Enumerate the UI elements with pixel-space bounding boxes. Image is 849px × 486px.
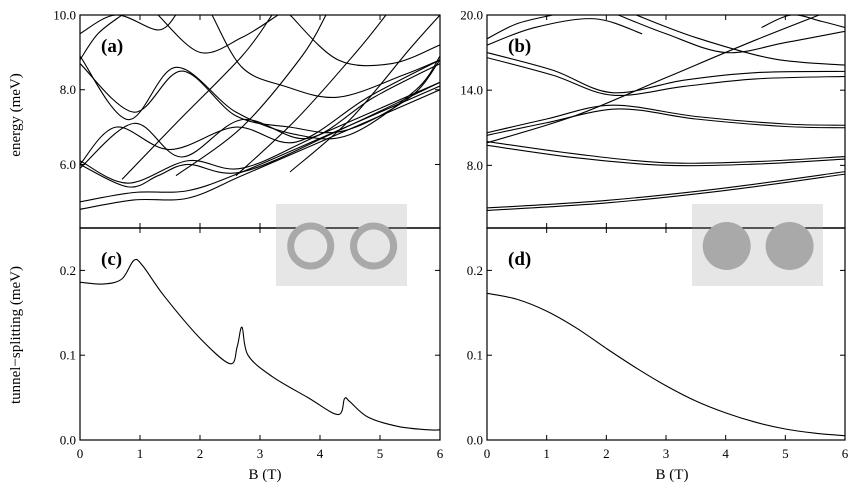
inset-background-c <box>276 204 407 286</box>
series-line-b-5 <box>487 104 845 134</box>
x-tick-label-c-0: 0 <box>77 446 84 461</box>
y-axis-label-top: energy (meV) <box>8 73 24 156</box>
series-line-b-11 <box>618 15 845 54</box>
disk-shape-1 <box>702 222 751 270</box>
x-tick-label-d-3: 3 <box>663 446 670 461</box>
series-line-b-3 <box>487 141 845 164</box>
series-group-c <box>80 258 440 431</box>
disk-shape-2 <box>765 222 814 270</box>
x-tick-label-d-0: 0 <box>484 446 491 461</box>
y-tick-label-b-1: 14.0 <box>460 83 483 98</box>
series-line-a-16 <box>289 15 440 67</box>
panel-a: 6.0 8.0 10.0 (a) <box>53 8 441 229</box>
y-tick-label-c-2: 0.2 <box>60 263 76 278</box>
series-line-b-1 <box>487 171 845 209</box>
x-tick-label-c-1: 1 <box>137 446 144 461</box>
inset-c <box>80 204 440 286</box>
panel-label-b: (b) <box>508 36 531 57</box>
series-group-d <box>487 292 845 437</box>
ring-shape-2 <box>350 222 398 270</box>
panel-label-a: (a) <box>101 36 123 57</box>
series-line-a-9 <box>80 15 123 61</box>
panel-b: 8.0 14.0 20.0 (b) <box>460 8 846 229</box>
series-group-b <box>487 15 845 212</box>
series-line-b-2 <box>487 144 845 167</box>
inset-d <box>487 204 845 286</box>
x-tick-label-d-6: 6 <box>842 446 849 461</box>
series-line-a-0 <box>80 89 440 210</box>
y-tick-label-b-0: 8.0 <box>467 158 483 173</box>
panel-c: 0 1 2 3 4 5 6 0.0 0.1 0.2 (c) <box>60 204 444 461</box>
series-line-b-12 <box>635 15 845 66</box>
series-line-a-1 <box>80 85 440 203</box>
series-line-a-4 <box>80 59 440 134</box>
plot-frame-a <box>79 14 441 229</box>
series-line-a-6 <box>80 59 440 165</box>
series-line-b-6 <box>487 57 845 97</box>
series-line-b-13 <box>761 15 845 29</box>
panels: 6.08.010.0(a)8.014.020.0(b)0 1 2 3 4 5 60.00.1… <box>53 8 849 462</box>
x-axis-label-right: B (T) <box>656 467 689 483</box>
x-tick-label-d-4: 4 <box>722 446 729 461</box>
series-line-a-8 <box>80 15 177 35</box>
series-line-a-10 <box>121 15 273 180</box>
series-line-a-12 <box>235 15 387 177</box>
x-tick-label-c-2: 2 <box>197 446 204 461</box>
y-tick-label-b-2: 20.0 <box>460 8 483 23</box>
x-tick-label-c-3: 3 <box>257 446 264 461</box>
y-tick-label-a-1: 8.0 <box>60 82 76 97</box>
y-tick-label-a-2: 10.0 <box>53 8 76 23</box>
plot-frame-b <box>486 14 846 229</box>
panel-label-d: (d) <box>508 249 531 270</box>
series-line-a-2 <box>80 81 440 188</box>
ring-shape-1 <box>287 222 335 270</box>
panel-label-c: (c) <box>101 249 122 270</box>
y-tick-label-d-1: 0.1 <box>467 348 483 363</box>
series-line-a-7 <box>80 63 440 169</box>
series-line-a-15 <box>157 15 279 54</box>
series-line-b-9 <box>487 15 553 40</box>
series-line-a-13 <box>289 15 440 173</box>
series-line-a-14 <box>211 15 440 99</box>
series-line-b-0 <box>487 173 845 212</box>
x-tick-label-d-2: 2 <box>603 446 610 461</box>
y-tick-label-c-0: 0.0 <box>60 433 76 448</box>
x-axis-label-left: B (T) <box>249 467 282 483</box>
x-tick-label-c-6: 6 <box>437 446 444 461</box>
series-line-a-11 <box>175 15 327 177</box>
y-tick-label-d-2: 0.2 <box>467 263 483 278</box>
panel-d: 0 1 2 3 4 5 6 0.0 0.1 0.2 (d) <box>467 204 849 461</box>
x-tick-label-c-4: 4 <box>317 446 324 461</box>
series-line-b-10 <box>487 15 821 144</box>
x-tick-label-d-5: 5 <box>782 446 789 461</box>
x-tick-label-d-1: 1 <box>543 446 550 461</box>
series-line-c-0 <box>80 258 440 431</box>
series-line-b-7 <box>487 52 845 94</box>
series-group-a <box>80 15 440 210</box>
x-tick-label-c-5: 5 <box>377 446 384 461</box>
y-tick-label-d-0: 0.0 <box>467 433 483 448</box>
series-line-a-3 <box>80 81 440 184</box>
series-line-a-5 <box>80 55 440 140</box>
y-tick-label-a-0: 6.0 <box>60 157 76 172</box>
series-line-b-8 <box>487 18 643 46</box>
y-axis-label-bottom: tunnel−splitting (meV) <box>8 266 24 404</box>
y-tick-label-c-1: 0.1 <box>60 348 76 363</box>
series-line-d-0 <box>487 292 845 437</box>
series-line-b-4 <box>487 108 845 136</box>
